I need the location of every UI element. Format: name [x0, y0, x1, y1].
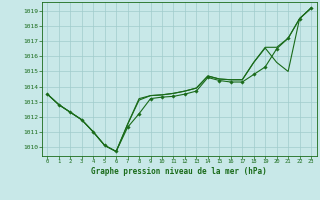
X-axis label: Graphe pression niveau de la mer (hPa): Graphe pression niveau de la mer (hPa) [91, 167, 267, 176]
